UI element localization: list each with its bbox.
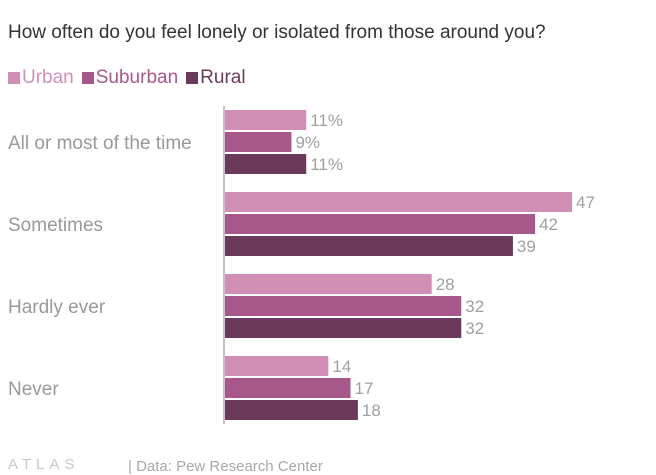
data-label-suburban-sometimes: 42 bbox=[539, 215, 558, 234]
data-label-suburban-all-or-most-of-the-time: 9% bbox=[295, 133, 320, 152]
bar-urban-sometimes bbox=[225, 192, 572, 212]
atlas-logo: ATLAS bbox=[8, 456, 80, 473]
legend-swatch-urban bbox=[8, 72, 20, 84]
data-label-rural-sometimes: 39 bbox=[517, 237, 536, 256]
data-label-urban-sometimes: 47 bbox=[576, 193, 595, 212]
category-label-all-or-most-of-the-time: All or most of the time bbox=[8, 133, 192, 154]
footer: ATLAS | Data: Pew Research Center bbox=[0, 456, 656, 475]
legend-item-suburban: Suburban bbox=[81, 67, 179, 89]
legend-label-suburban: Suburban bbox=[95, 67, 179, 88]
legend-item-rural: Rural bbox=[186, 67, 246, 89]
data-label-urban-never: 14 bbox=[332, 357, 351, 376]
bar-suburban-never bbox=[225, 378, 351, 398]
data-label-suburban-hardly-ever: 32 bbox=[465, 297, 484, 316]
category-label-hardly-ever: Hardly ever bbox=[8, 297, 106, 318]
bar-suburban-hardly-ever bbox=[225, 296, 462, 316]
source-note: | Data: Pew Research Center bbox=[128, 458, 323, 475]
data-label-rural-never: 18 bbox=[362, 401, 381, 420]
bar-rural-hardly-ever bbox=[225, 318, 462, 338]
bar-urban-never bbox=[225, 356, 329, 376]
bar-urban-all-or-most-of-the-time bbox=[225, 110, 307, 130]
category-label-never: Never bbox=[8, 379, 59, 400]
chart-title: How often do you feel lonely or isolated… bbox=[8, 22, 546, 43]
data-label-suburban-never: 17 bbox=[355, 379, 374, 398]
bar-suburban-sometimes bbox=[225, 214, 536, 234]
data-label-urban-hardly-ever: 28 bbox=[436, 275, 455, 294]
legend-label-urban: Urban bbox=[22, 67, 74, 88]
bar-rural-never bbox=[225, 400, 358, 420]
bar-chart: All or most of the time 11% 9% 11% Sometimes… bbox=[8, 106, 595, 424]
legend-swatch-rural bbox=[186, 72, 199, 84]
legend-swatch-suburban bbox=[81, 72, 94, 84]
legend-item-urban: Urban bbox=[8, 67, 74, 89]
bar-rural-sometimes bbox=[225, 236, 513, 256]
data-label-urban-all-or-most-of-the-time: 11% bbox=[310, 111, 343, 130]
bar-suburban-all-or-most-of-the-time bbox=[225, 132, 292, 152]
legend-label-rural: Rural bbox=[200, 67, 246, 88]
category-label-sometimes: Sometimes bbox=[8, 215, 103, 236]
bar-urban-hardly-ever bbox=[225, 274, 432, 294]
data-label-rural-hardly-ever: 32 bbox=[465, 319, 484, 338]
data-label-rural-all-or-most-of-the-time: 11% bbox=[310, 155, 343, 174]
legend: Urban Suburban Rural bbox=[8, 67, 254, 89]
bar-rural-all-or-most-of-the-time bbox=[225, 154, 307, 174]
